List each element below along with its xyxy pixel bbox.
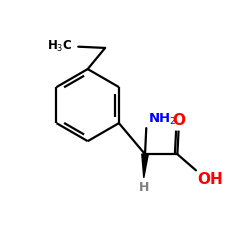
Text: O: O [172,112,186,128]
Text: H: H [139,181,149,194]
Text: H$_3$C: H$_3$C [47,39,73,54]
Text: NH$_2$: NH$_2$ [148,112,176,127]
Text: OH: OH [197,172,223,186]
Polygon shape [142,154,148,178]
